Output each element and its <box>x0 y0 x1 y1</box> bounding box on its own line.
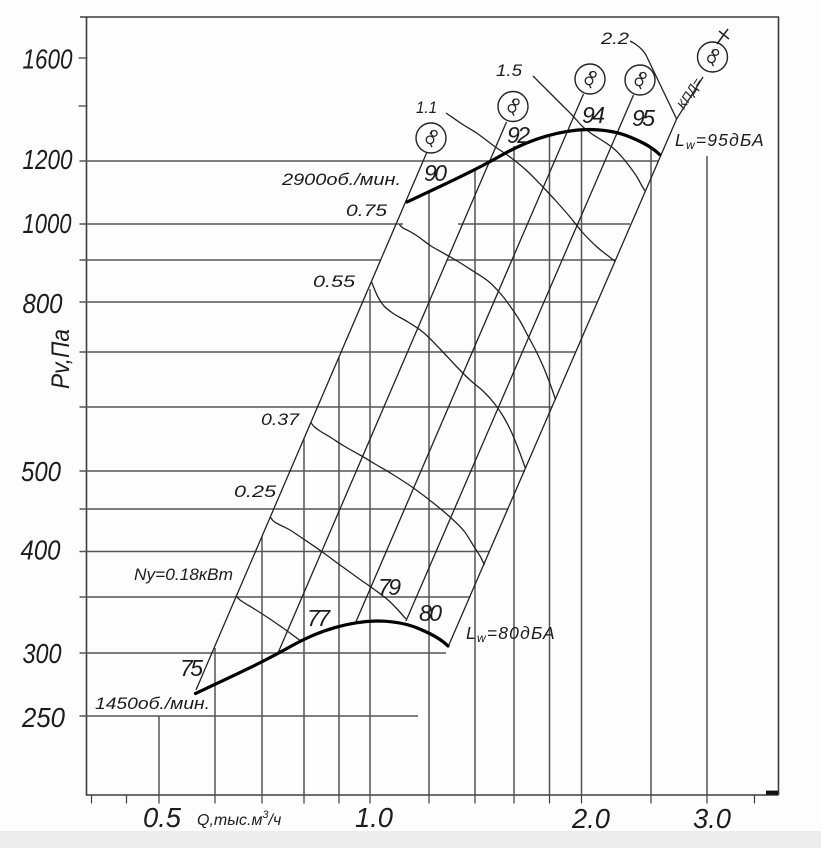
svg-text:2.2: 2.2 <box>600 29 630 48</box>
svg-text:800: 800 <box>23 288 63 319</box>
svg-text:Lw=80дБА: Lw=80дБА <box>466 623 556 645</box>
svg-text:80: 80 <box>419 600 442 626</box>
svg-text:0.5: 0.5 <box>143 802 181 833</box>
svg-text:1.1: 1.1 <box>416 98 437 117</box>
svg-text:3.0: 3.0 <box>693 803 731 834</box>
svg-text:Pv,Пa: Pv,Пa <box>47 329 75 389</box>
svg-text:250: 250 <box>21 702 65 733</box>
svg-text:1000: 1000 <box>23 208 72 239</box>
svg-text:75: 75 <box>180 655 203 681</box>
svg-text:1.0: 1.0 <box>355 802 393 833</box>
svg-text:79: 79 <box>378 574 401 600</box>
svg-text:400: 400 <box>21 535 61 566</box>
svg-text:300: 300 <box>23 638 62 669</box>
svg-text:92: 92 <box>507 122 530 148</box>
svg-text:1200: 1200 <box>23 144 73 175</box>
svg-text:95: 95 <box>632 105 655 131</box>
svg-text:Q,тыс.м3/ч: Q,тыс.м3/ч <box>197 809 281 829</box>
svg-text:2900об./мин.: 2900об./мин. <box>281 170 401 189</box>
svg-text:Lw=95дБА: Lw=95дБА <box>675 130 765 152</box>
svg-text:2.0: 2.0 <box>571 803 610 834</box>
svg-text:0.55: 0.55 <box>313 272 356 291</box>
svg-text:0.37: 0.37 <box>261 410 300 429</box>
svg-text:1600: 1600 <box>23 44 73 75</box>
svg-text:1450об./мин.: 1450об./мин. <box>95 694 210 713</box>
svg-text:0.75: 0.75 <box>346 201 388 220</box>
svg-text:Ny=0.18кВт: Ny=0.18кВт <box>134 565 233 584</box>
svg-text:94: 94 <box>582 102 604 128</box>
svg-text:1.5: 1.5 <box>496 61 523 80</box>
svg-text:90: 90 <box>424 160 447 186</box>
svg-text:500: 500 <box>21 456 61 487</box>
svg-text:0.25: 0.25 <box>234 482 277 501</box>
